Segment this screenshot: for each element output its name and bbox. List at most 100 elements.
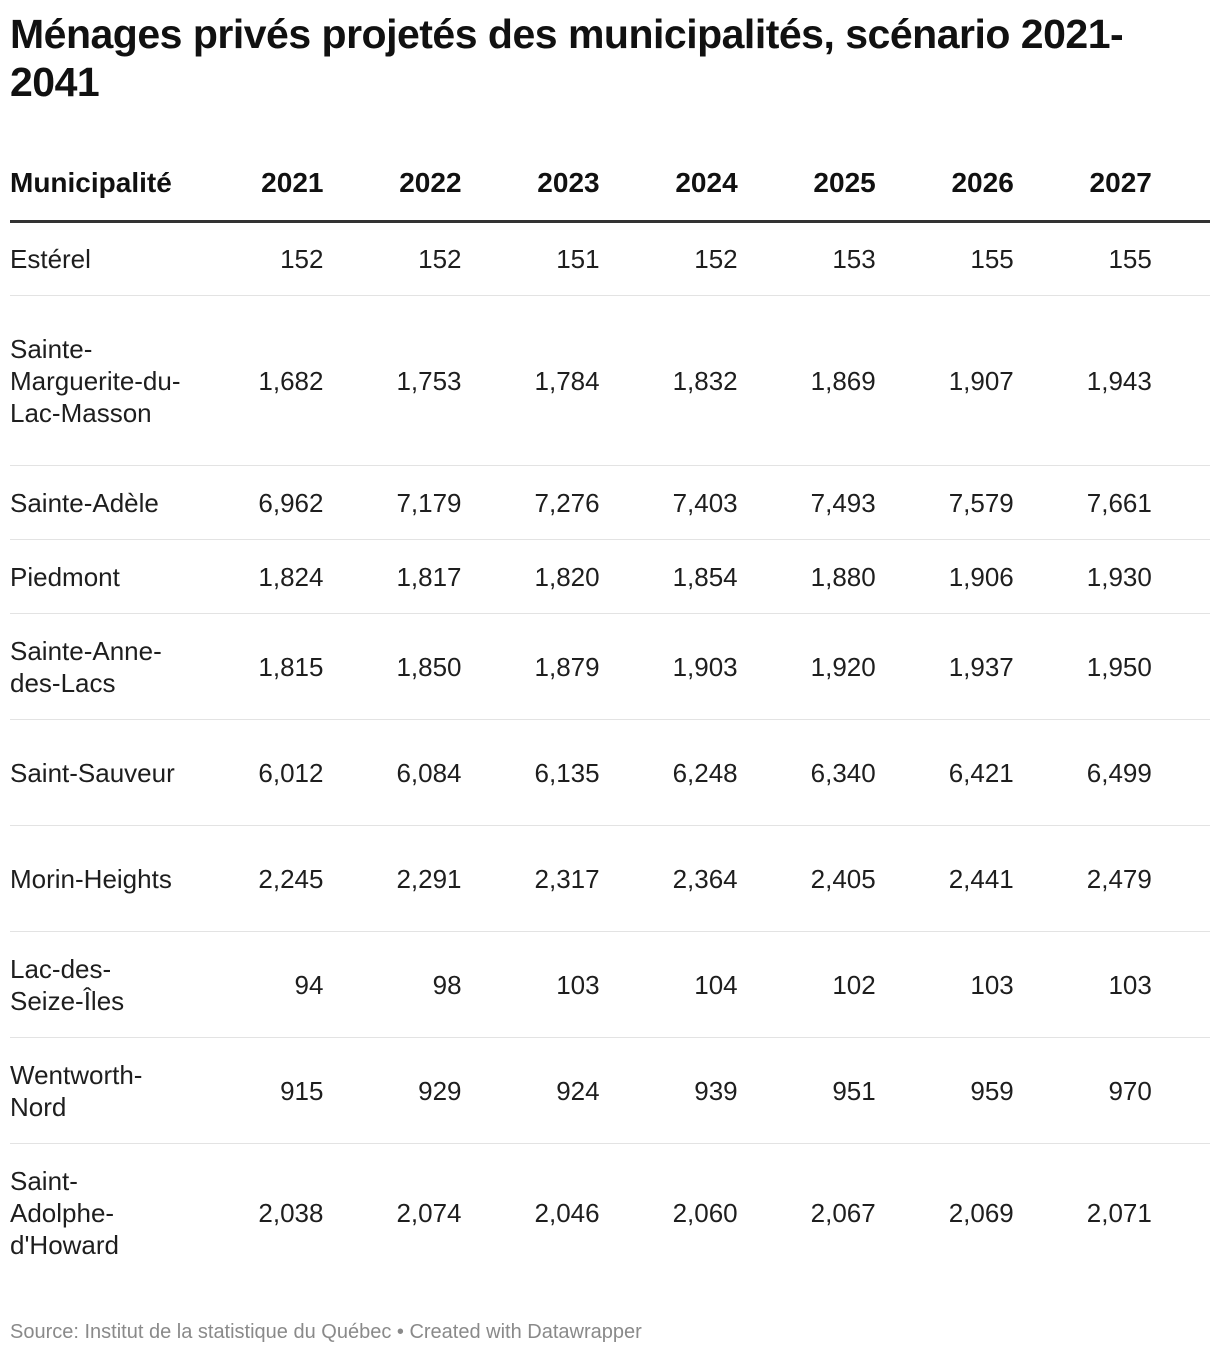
value-cell: 1,950 [1013,613,1152,720]
municipality-name: Saint-Adolphe-d'Howard [10,1165,120,1260]
table-row: Sainte-Anne-des-Lacs 1,815 1,850 1,879 1… [10,613,1210,720]
municipality-name: Sainte-Marguerite-du-Lac-Masson [10,295,186,466]
table-row: Estérel 152 152 151 152 153 155 155 [10,221,1210,296]
value-cell: 1, [1151,613,1210,720]
column-header-2021[interactable]: 2021 [185,146,324,223]
value-cell: 1,850 [323,613,462,720]
value-cell: 155 [1013,221,1152,296]
value-cell: 1,903 [599,613,738,720]
column-header-2023[interactable]: 2023 [461,146,600,223]
value-cell: 102 [737,931,876,1038]
value-cell: 2,074 [396,1197,462,1228]
value-cell: 2,441 [875,825,1014,932]
value-cell: 104 [599,931,738,1038]
table-header-row: Municipalité 2021 2022 2023 2024 2025 20… [10,146,1210,223]
table-row: Lac-des-Seize-Îles 94 98 103 104 102 103… [10,931,1210,1038]
value-cell: 2,479 [1013,825,1152,932]
value-cell: 924 [461,1037,600,1144]
column-header-2026[interactable]: 2026 [875,146,1014,223]
value-cell: 1,869 [737,295,876,466]
value-cell: 1,682 [185,295,324,466]
value-cell: 929 [323,1037,462,1144]
table-row: Morin-Heights 2,245 2,291 2,317 2,364 2,… [10,825,1210,932]
value-cell: 151 [461,221,600,296]
column-header-2024[interactable]: 2024 [599,146,738,223]
value-cell: 2,291 [323,825,462,932]
value-cell: 2, [1152,1144,1210,1282]
municipality-name: Piedmont [10,539,186,614]
municipality-name: Estérel [10,221,186,296]
table-row: Sainte-Marguerite-du-Lac-Masson 1,682 1,… [10,295,1210,466]
value-cell: 103 [875,931,1014,1038]
value-cell: 1, [1151,539,1210,614]
value-cell: 2,364 [599,825,738,932]
value-cell: 1,906 [875,539,1014,614]
table-row: Saint-Sauveur 6,012 6,084 6,135 6,248 6,… [10,719,1210,826]
value-cell: 103 [1013,931,1152,1038]
value-cell: 1,817 [323,539,462,614]
municipality-name: Sainte-Adèle [10,465,186,540]
value-cell: 1,943 [1013,295,1152,466]
column-header-municipality[interactable]: Municipalité [10,146,186,223]
value-cell: 1,832 [599,295,738,466]
value-cell: 1,937 [875,613,1014,720]
value-cell: 6,084 [323,719,462,826]
value-cell: 2,245 [185,825,324,932]
value-cell: 7,179 [323,465,462,540]
value-cell [1151,1037,1210,1144]
value-cell: 7,661 [1013,465,1152,540]
value-cell: 2,405 [737,825,876,932]
data-table-container[interactable]: Municipalité 2021 2022 2023 2024 2025 20… [10,146,1210,1282]
value-cell: 103 [461,931,600,1038]
value-cell: 7,276 [461,465,600,540]
municipality-name: Lac-des-Seize-Îles [10,931,186,1038]
value-cell: 939 [599,1037,738,1144]
municipality-name: Sainte-Anne-des-Lacs [10,613,186,720]
value-cell: 7, [1151,465,1210,540]
municipality-name: Morin-Heights [10,825,186,932]
value-cell: 1,824 [185,539,324,614]
value-cell: 6,135 [461,719,600,826]
value-cell: 1,880 [737,539,876,614]
value-cell: 1,879 [461,613,600,720]
value-cell: 1,820 [461,539,600,614]
value-cell: 7,403 [599,465,738,540]
column-header-2022[interactable]: 2022 [323,146,462,223]
value-cell: 951 [737,1037,876,1144]
value-cell: 1,854 [599,539,738,614]
value-cell: 1,930 [1013,539,1152,614]
value-cell: 155 [875,221,1014,296]
value-cell: 6,012 [185,719,324,826]
source-footer: Source: Institut de la statistique du Qu… [10,1321,642,1343]
value-cell: 915 [185,1037,324,1144]
value-cell: 6,421 [875,719,1014,826]
value-cell [1151,221,1210,296]
column-header-2028-partial[interactable]: 20 [1151,146,1210,223]
value-cell [1151,931,1210,1038]
value-cell: 2,317 [461,825,600,932]
column-header-2027[interactable]: 2027 [1013,146,1152,223]
value-cell: 6,962 [185,465,324,540]
value-cell: 152 [323,221,462,296]
data-table: Municipalité 2021 2022 2023 2024 2025 20… [10,146,1210,1282]
value-cell: 1,784 [461,295,600,466]
value-cell: 6,340 [737,719,876,826]
value-cell: 2,038 [258,1197,324,1228]
value-cell: 7,493 [737,465,876,540]
value-cell: 94 [185,931,324,1038]
value-cell: 7,579 [875,465,1014,540]
value-cell: 98 [323,931,462,1038]
value-cell: 152 [185,221,324,296]
value-cell: 6, [1151,719,1210,826]
value-cell: 2,046 [534,1197,600,1228]
value-cell: 153 [737,221,876,296]
table-row: Saint-Adolphe-d'Howard 2,038 2,074 2,046… [10,1144,1210,1282]
value-cell: 6,499 [1013,719,1152,826]
column-header-2025[interactable]: 2025 [737,146,876,223]
value-cell: 6,248 [599,719,738,826]
table-row: Wentworth-Nord 915 929 924 939 951 959 9… [10,1037,1210,1144]
chart-title: Ménages privés projetés des municipalité… [10,11,1124,105]
municipality-name: Saint-Sauveur [10,719,186,826]
value-cell: 2,060 [672,1197,738,1228]
value-cell: 2,067 [810,1197,876,1228]
